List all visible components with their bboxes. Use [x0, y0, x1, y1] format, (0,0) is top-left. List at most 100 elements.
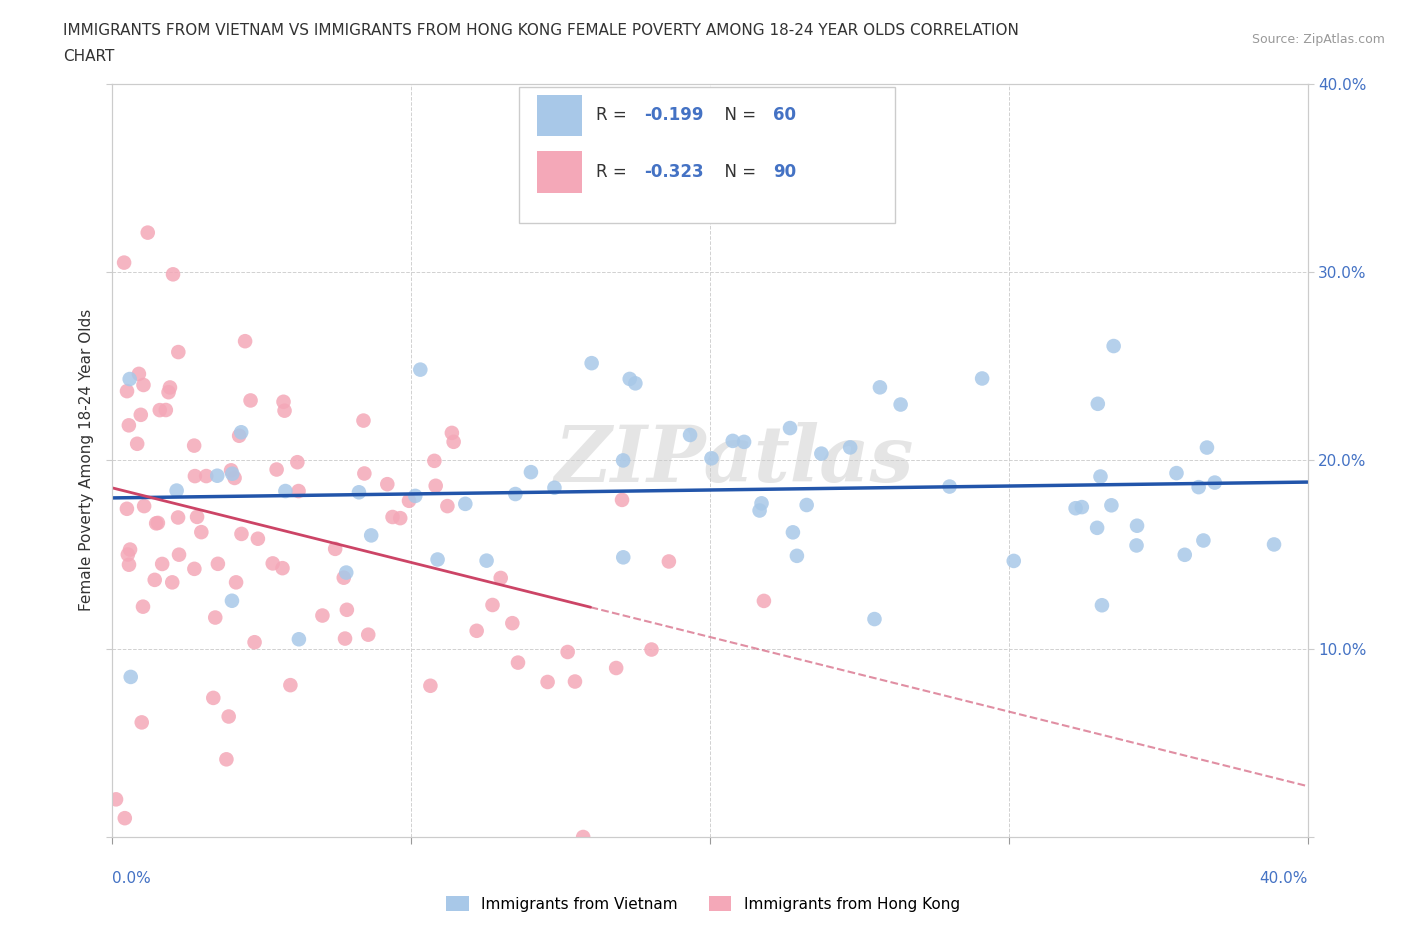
- Point: [357, 627, 380, 642]
- Point: [129, 407, 152, 422]
- Point: [610, 493, 633, 508]
- Point: [863, 612, 886, 627]
- Point: [273, 404, 295, 418]
- Point: [246, 531, 269, 546]
- Point: [134, 498, 156, 513]
- Point: [271, 561, 294, 576]
- Point: [564, 674, 586, 689]
- Point: [733, 434, 755, 449]
- Point: [440, 426, 463, 441]
- Point: [159, 380, 181, 395]
- Point: [218, 709, 240, 724]
- Point: [419, 678, 441, 693]
- Point: [700, 451, 723, 466]
- Point: [228, 429, 250, 444]
- Point: [536, 674, 558, 689]
- Point: [1085, 521, 1108, 536]
- Point: [751, 496, 773, 511]
- Point: [118, 542, 141, 557]
- Point: [423, 454, 446, 469]
- Point: [167, 510, 190, 525]
- Point: [167, 547, 190, 562]
- Point: [335, 565, 357, 580]
- Point: [336, 603, 359, 618]
- Point: [287, 484, 309, 498]
- Point: [810, 446, 832, 461]
- Point: [132, 599, 155, 614]
- Point: [1125, 538, 1147, 553]
- Point: [782, 525, 804, 539]
- Point: [195, 469, 218, 484]
- Point: [389, 511, 412, 525]
- Point: [239, 393, 262, 408]
- Point: [501, 616, 523, 631]
- Point: [375, 477, 398, 492]
- Point: [381, 510, 404, 525]
- Point: [612, 453, 634, 468]
- Point: [127, 436, 149, 451]
- Point: [1087, 396, 1109, 411]
- Point: [353, 466, 375, 481]
- Point: [454, 497, 477, 512]
- Legend: Immigrants from Vietnam, Immigrants from Hong Kong: Immigrants from Vietnam, Immigrants from…: [440, 889, 966, 918]
- Point: [224, 471, 246, 485]
- Point: [262, 556, 284, 571]
- Text: 0.0%: 0.0%: [112, 870, 152, 886]
- Point: [215, 751, 238, 766]
- Point: [506, 655, 529, 670]
- Point: [202, 690, 225, 705]
- Point: [796, 498, 818, 512]
- Point: [443, 434, 465, 449]
- Point: [231, 425, 253, 440]
- Point: [557, 644, 579, 659]
- Point: [752, 593, 775, 608]
- Point: [136, 225, 159, 240]
- Point: [221, 466, 243, 481]
- Point: [543, 480, 565, 495]
- Point: [1064, 500, 1087, 515]
- Text: R =: R =: [596, 106, 633, 125]
- Point: [221, 593, 243, 608]
- Point: [890, 397, 912, 412]
- Point: [425, 478, 447, 493]
- Point: [183, 562, 205, 577]
- Bar: [537, 152, 582, 193]
- Point: [679, 428, 702, 443]
- Text: N =: N =: [714, 163, 761, 180]
- Point: [624, 376, 647, 391]
- Point: [219, 463, 242, 478]
- Point: [128, 366, 150, 381]
- Point: [360, 528, 382, 543]
- Point: [184, 469, 207, 484]
- Text: IMMIGRANTS FROM VIETNAM VS IMMIGRANTS FROM HONG KONG FEMALE POVERTY AMONG 18-24 : IMMIGRANTS FROM VIETNAM VS IMMIGRANTS FR…: [63, 23, 1019, 38]
- Point: [1070, 499, 1092, 514]
- Text: 90: 90: [773, 163, 796, 180]
- Point: [581, 355, 603, 370]
- Point: [1091, 598, 1114, 613]
- Point: [436, 498, 458, 513]
- Point: [186, 510, 208, 525]
- Point: [115, 501, 138, 516]
- Point: [779, 420, 801, 435]
- Point: [233, 334, 256, 349]
- Point: [157, 385, 180, 400]
- Point: [1204, 475, 1226, 490]
- Y-axis label: Female Poverty Among 18-24 Year Olds: Female Poverty Among 18-24 Year Olds: [79, 309, 94, 612]
- Text: -0.199: -0.199: [644, 106, 704, 125]
- Point: [145, 516, 167, 531]
- Point: [166, 483, 188, 498]
- Point: [353, 413, 375, 428]
- Point: [1090, 469, 1112, 484]
- Point: [721, 433, 744, 448]
- Point: [204, 610, 226, 625]
- Point: [105, 792, 128, 807]
- Point: [869, 379, 891, 394]
- Point: [288, 631, 311, 646]
- Point: [972, 371, 994, 386]
- Point: [117, 547, 139, 562]
- Point: [118, 557, 141, 572]
- Point: [398, 493, 420, 508]
- Point: [786, 549, 808, 564]
- Point: [409, 362, 432, 377]
- Point: [274, 484, 297, 498]
